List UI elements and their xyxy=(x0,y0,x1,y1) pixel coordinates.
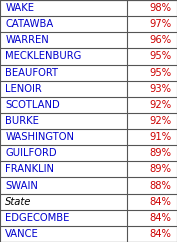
Text: 96%: 96% xyxy=(150,35,172,45)
Text: WASHINGTON: WASHINGTON xyxy=(5,132,74,142)
Text: 84%: 84% xyxy=(150,229,172,239)
Text: WARREN: WARREN xyxy=(5,35,49,45)
Text: State: State xyxy=(5,197,32,207)
Text: 92%: 92% xyxy=(150,100,172,110)
Text: 84%: 84% xyxy=(150,213,172,223)
Text: BURKE: BURKE xyxy=(5,116,39,126)
Text: 93%: 93% xyxy=(150,84,172,94)
Text: GUILFORD: GUILFORD xyxy=(5,148,57,158)
Text: 98%: 98% xyxy=(150,3,172,13)
Text: 88%: 88% xyxy=(150,181,172,190)
Text: 84%: 84% xyxy=(150,197,172,207)
Text: FRANKLIN: FRANKLIN xyxy=(5,164,54,174)
Text: LENOIR: LENOIR xyxy=(5,84,42,94)
Text: 91%: 91% xyxy=(150,132,172,142)
Text: EDGECOMBE: EDGECOMBE xyxy=(5,213,70,223)
Text: 92%: 92% xyxy=(150,116,172,126)
Text: 97%: 97% xyxy=(150,19,172,29)
Text: SCOTLAND: SCOTLAND xyxy=(5,100,60,110)
Text: CATAWBA: CATAWBA xyxy=(5,19,54,29)
Text: SWAIN: SWAIN xyxy=(5,181,38,190)
Text: WAKE: WAKE xyxy=(5,3,34,13)
Text: 95%: 95% xyxy=(150,52,172,61)
Text: VANCE: VANCE xyxy=(5,229,39,239)
Text: 95%: 95% xyxy=(150,68,172,78)
Text: BEAUFORT: BEAUFORT xyxy=(5,68,58,78)
Text: MECKLENBURG: MECKLENBURG xyxy=(5,52,82,61)
Text: 89%: 89% xyxy=(150,148,172,158)
Text: 89%: 89% xyxy=(150,164,172,174)
